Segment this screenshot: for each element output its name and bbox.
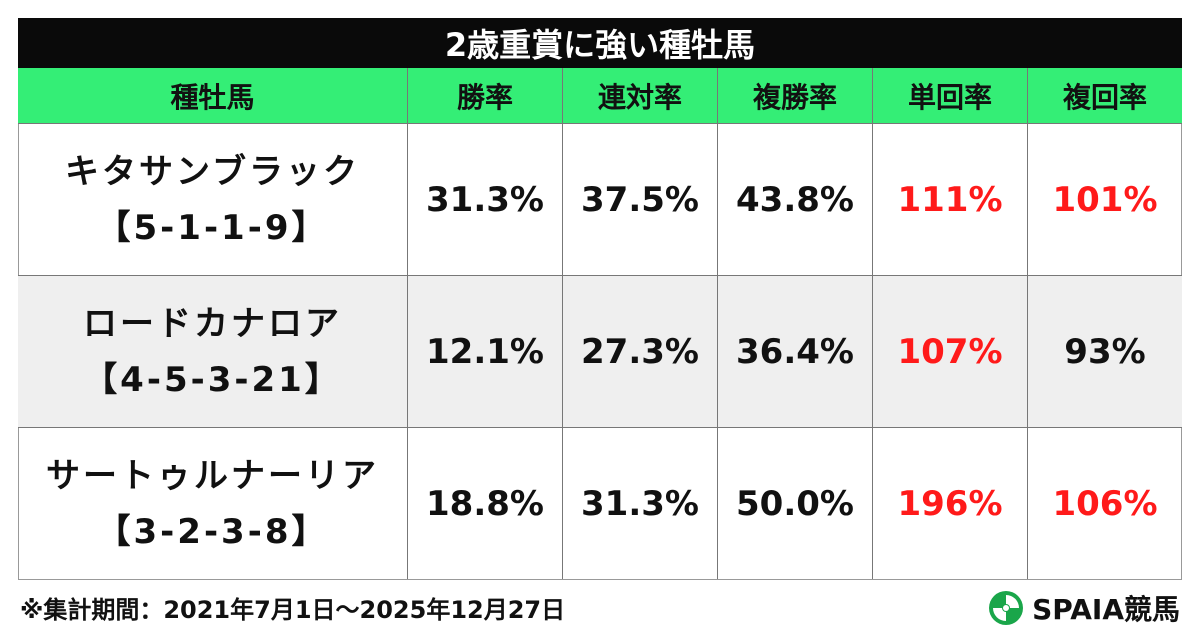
logo: SPAIA競馬	[988, 588, 1180, 628]
rate-cell: 31.3%	[408, 124, 563, 275]
sire-record: 【5-1-1-9】	[96, 207, 329, 248]
column-header: 勝率	[408, 68, 563, 123]
rate-cell: 18.8%	[408, 428, 563, 579]
sire-record: 【3-2-3-8】	[96, 511, 329, 552]
sire-name: ロードカナロア	[83, 303, 342, 344]
sire-cell: キタサンブラック 【5-1-1-9】	[18, 124, 408, 275]
sire-cell: サートゥルナーリア 【3-2-3-8】	[18, 428, 408, 579]
table-row: サートゥルナーリア 【3-2-3-8】 18.8% 31.3% 50.0% 196% 106…	[18, 427, 1182, 579]
rate-cell: 27.3%	[563, 276, 718, 427]
rate-cell: 37.5%	[563, 124, 718, 275]
title: 2歳重賞に強い種牡馬	[18, 18, 1182, 68]
column-header: 複勝率	[718, 68, 873, 123]
rate-cell: 31.3%	[563, 428, 718, 579]
rate-cell: 107%	[873, 276, 1028, 427]
table-row: ロードカナロア 【4-5-3-21】 12.1% 27.3% 36.4% 107% 93%	[18, 275, 1182, 427]
rate-cell: 101%	[1052, 179, 1158, 220]
rate-cell: 106%	[1052, 483, 1158, 524]
rate-cell: 43.8%	[718, 124, 873, 275]
rate-cell: 36.4%	[718, 276, 873, 427]
table-body: キタサンブラック 【5-1-1-9】 31.3% 37.5% 43.8% 111% 101%…	[18, 123, 1182, 579]
logo-text: SPAIA競馬	[1032, 593, 1180, 626]
sire-name: サートゥルナーリア	[46, 455, 379, 496]
table-row: キタサンブラック 【5-1-1-9】 31.3% 37.5% 43.8% 111% 101%	[18, 123, 1182, 275]
column-header: 単回率	[873, 68, 1028, 123]
column-header: 種牡馬	[18, 68, 408, 123]
rate-cell: 196%	[873, 428, 1028, 579]
sire-record: 【4-5-3-21】	[83, 359, 342, 400]
column-header: 連対率	[563, 68, 718, 123]
sire-name: キタサンブラック	[65, 151, 360, 192]
rate-cell: 93%	[1064, 331, 1146, 372]
sire-cell: ロードカナロア 【4-5-3-21】	[18, 276, 408, 427]
logo-icon	[989, 591, 1024, 625]
rate-cell: 111%	[873, 124, 1028, 275]
footnote: ※集計期間：2021年7月1日～2025年12月27日	[20, 596, 566, 624]
header-row: 種牡馬 勝率 連対率 複勝率 単回率 複回率	[18, 68, 1182, 123]
column-header: 複回率	[1062, 80, 1147, 114]
rate-cell: 12.1%	[408, 276, 563, 427]
rate-cell: 50.0%	[718, 428, 873, 579]
